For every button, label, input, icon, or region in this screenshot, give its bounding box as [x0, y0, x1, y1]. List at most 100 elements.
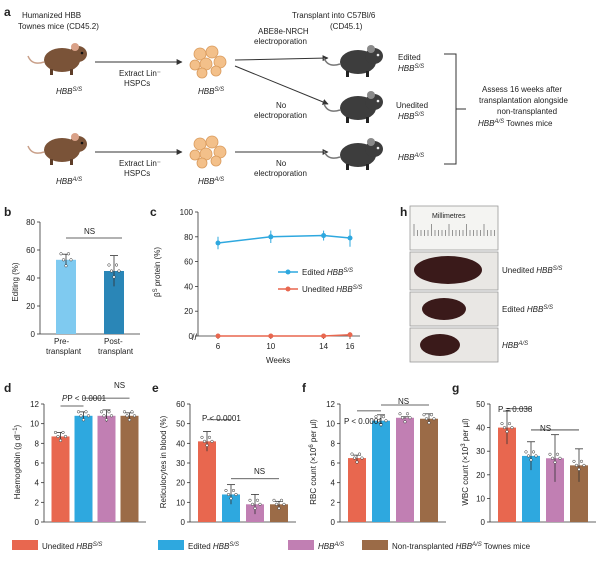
panel-f-point	[422, 413, 426, 417]
panel-c-ytick-label: 60	[184, 258, 193, 267]
panel-d-ns: NS	[114, 381, 125, 390]
panel-b-point	[64, 264, 68, 268]
panel-g-bar	[546, 458, 564, 522]
panel-e-bar	[198, 441, 216, 522]
panel-d-bar	[120, 415, 139, 522]
panel-g-point	[500, 422, 504, 426]
panel-d-point	[58, 438, 63, 443]
extract-text-3: Extract Lin⁻	[119, 159, 161, 168]
panel-e-point	[253, 506, 257, 510]
panel-e-point	[282, 502, 286, 506]
panel-g-point	[502, 426, 507, 430]
panel-e-point	[277, 506, 281, 510]
panel-c-axis-break: //	[192, 332, 198, 342]
panel-e-point	[229, 496, 233, 501]
panel-g-point	[574, 463, 579, 467]
panel-c-ylabel: βS protein (%)	[153, 247, 162, 297]
panel-b-point	[109, 269, 114, 273]
panel-g-bar	[498, 427, 516, 522]
panel-e-ytick-label: 0	[181, 518, 186, 527]
panel-b-ytick-label: 60	[26, 246, 35, 255]
ruler-image	[409, 205, 499, 251]
panel-f-ytick-label: 10	[326, 420, 335, 429]
panel-f-point	[398, 412, 402, 416]
panel-b-point	[59, 252, 63, 256]
panel-g-point	[555, 452, 560, 456]
panel-d-ylabel: Haemoglobin (g dl−1)	[13, 424, 22, 499]
panel-d-ytick-label: 2	[35, 498, 40, 507]
panel-h-row1: Unedited HBBS/S	[502, 266, 562, 275]
panel-d-ytick-label: 0	[35, 518, 40, 527]
panel-b-bar	[56, 259, 76, 334]
panel-f-point	[424, 417, 429, 421]
panel-c-xtick-label: 6	[216, 342, 221, 351]
panel-d-point	[86, 414, 91, 418]
panel-b-point	[107, 263, 111, 267]
spleen-unedited	[414, 256, 482, 284]
panel-f-point	[427, 421, 431, 425]
panel-f-point	[405, 412, 410, 416]
panel-d-chart: 0 2 4 6 8 10 12	[30, 397, 146, 527]
panel-f-ylabel: RBC count (×106 per µl)	[309, 419, 318, 505]
panel-c-point	[321, 233, 327, 239]
panel-b-point	[114, 263, 119, 267]
panel-e-bar	[270, 504, 288, 522]
panel-f-ytick-label: 8	[331, 439, 336, 448]
legend-swatch-unedited	[12, 540, 38, 550]
panel-f-ytick-label: 2	[331, 498, 336, 507]
panel-g-ytick-label: 50	[476, 400, 485, 409]
panel-d-point	[107, 410, 111, 414]
panel-g-ytick-label: 0	[481, 518, 486, 527]
panel-f-ytick-label: 6	[331, 459, 336, 468]
panel-g-ytick-label: 20	[476, 471, 485, 480]
panel-d-ytick-label: 6	[35, 459, 40, 468]
panel-f-point	[381, 415, 386, 419]
panel-d-point	[79, 414, 83, 418]
panel-b-ytick-label: 20	[26, 302, 35, 311]
panel-h: h Millimetres Unedited HBBS/S Edited HBB…	[400, 205, 562, 363]
legend-hbbas: HBBA/S	[318, 542, 344, 551]
panel-e-ytick-label: 50	[176, 420, 185, 429]
no-text-1a: No	[276, 101, 287, 110]
panel-b-point	[61, 258, 66, 262]
panel-b-point	[66, 252, 71, 256]
panel-d-bar	[74, 415, 93, 522]
extract-text-4: HSPCs	[124, 169, 150, 178]
panel-f-p: P < 0.0001	[344, 417, 383, 426]
abe-text-2: electroporation	[254, 37, 307, 46]
panel-g-point	[550, 456, 555, 460]
panel-f-bar	[420, 418, 438, 522]
panel-d-bar	[51, 436, 70, 522]
donor-mouse-ss-icon	[27, 42, 88, 76]
panel-c-point	[268, 333, 274, 339]
recipient-edited-icon	[323, 44, 384, 78]
donor-mouse-as-icon	[27, 132, 88, 166]
panel-g-ytick-label: 40	[476, 424, 485, 433]
panel-g: g WBC count (×103 per µl) 0 10 20 30 40 50 P …	[452, 381, 596, 527]
panel-a: a Humanized HBB Townes mice (CD45.2) HBB…	[4, 5, 569, 186]
panel-b-cat1-line1: Pre-	[54, 337, 69, 346]
panel-e-point	[258, 502, 262, 506]
panel-e-point	[234, 492, 238, 497]
panel-c-label: c	[150, 205, 157, 219]
panel-d-point	[61, 430, 65, 435]
panel-g-ns: NS	[540, 424, 551, 433]
panel-c-point	[215, 240, 221, 246]
abe-text-1: ABE8e-NRCH	[258, 27, 309, 36]
panel-g-point	[572, 459, 576, 463]
panel-f: f RBC count (×106 per µl) 0 2 4 6 8 10 12 P < …	[302, 381, 446, 527]
panel-e-point	[231, 488, 236, 493]
panel-g-label: g	[452, 381, 459, 395]
recipient-as-icon	[323, 137, 384, 171]
panel-g-point	[529, 458, 533, 462]
panel-g-point	[534, 454, 538, 458]
panel-a-label: a	[4, 5, 11, 19]
panel-g-chart: 0 10 20 30 40 50	[476, 400, 596, 527]
panel-d-point	[132, 414, 137, 418]
panel-f-bar	[372, 420, 390, 522]
panel-f-point	[350, 452, 354, 456]
panel-e-point	[255, 498, 260, 502]
panel-b-bars	[56, 252, 124, 334]
extract-text-2: HSPCs	[124, 79, 150, 88]
panel-d-point	[127, 418, 132, 422]
